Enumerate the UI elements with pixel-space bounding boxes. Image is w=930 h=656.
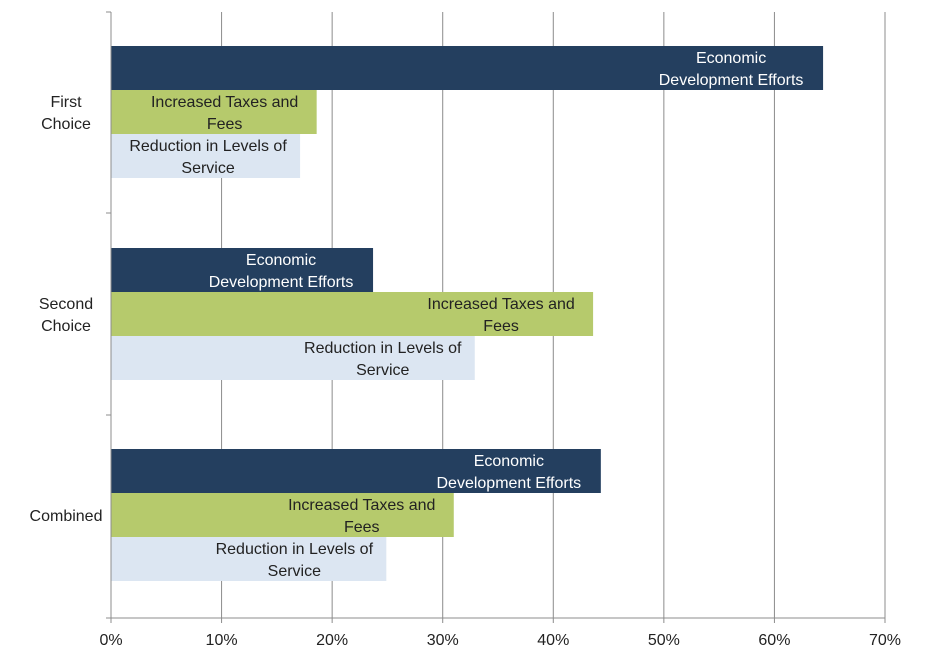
x-tick-label: 70% (869, 632, 901, 649)
y-category-labels: First Choice Second Choice Combined (30, 94, 103, 525)
x-tick-label: 0% (99, 632, 122, 649)
bar-taxes-0 (111, 90, 317, 134)
x-tick-label: 50% (648, 632, 680, 649)
bar-label-taxes: Increased Taxes and Fees (427, 296, 574, 335)
bar-econ-0 (111, 46, 824, 90)
x-tick-label: 30% (427, 632, 459, 649)
x-tick-label: 60% (758, 632, 790, 649)
bar-taxes-1 (111, 292, 594, 336)
bar-label-econ: Economic Development Efforts (436, 453, 581, 492)
bars (111, 46, 824, 581)
bar-label-econ: Economic Development Efforts (209, 252, 354, 291)
x-tick-label: 10% (206, 632, 238, 649)
x-tick-label: 40% (537, 632, 569, 649)
bar-reduction-1 (111, 336, 475, 380)
bar-label-econ: Economic Development Efforts (659, 50, 804, 89)
axes (106, 11, 886, 623)
bar-label-taxes: Increased Taxes and Fees (151, 94, 298, 133)
bar-label-reduction: Reduction in Levels of Service (129, 138, 287, 177)
category-label: First Choice (41, 94, 91, 133)
category-label: Combined (30, 508, 103, 525)
x-tick-label: 20% (316, 632, 348, 649)
bar-label-reduction: Reduction in Levels of Service (304, 340, 462, 379)
bar-label-taxes: Increased Taxes and Fees (288, 497, 435, 536)
bar-reduction-0 (111, 134, 301, 178)
bar-taxes-2 (111, 493, 454, 537)
bar-econ-1 (111, 248, 374, 292)
bar-reduction-2 (111, 537, 387, 581)
bar-econ-2 (111, 449, 601, 493)
category-label: Second Choice (39, 296, 93, 335)
bar-label-reduction: Reduction in Levels of Service (216, 541, 374, 580)
x-tick-labels: 0% 10% 20% 30% 40% 50% 60% 70% (99, 632, 901, 649)
